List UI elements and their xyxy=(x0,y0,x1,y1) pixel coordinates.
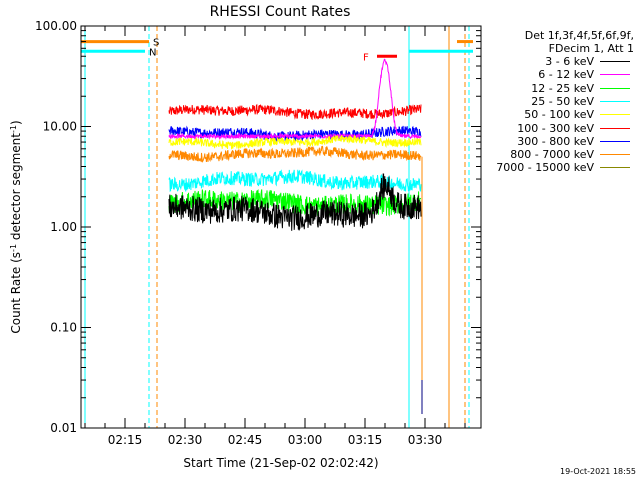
legend-entry-label: 7000 - 15000 keV xyxy=(496,161,594,175)
plot-marks: SN F xyxy=(81,26,473,428)
y-tick-label-1: 10.00 xyxy=(43,120,77,134)
legend-entry: 7000 - 15000 keV xyxy=(484,161,634,174)
legend-entry: 6 - 12 keV xyxy=(484,68,634,81)
timestamp: 19-Oct-2021 18:55 xyxy=(560,467,636,476)
y-tick-label-4: 0.01 xyxy=(50,421,77,435)
y-axis-label-sup2: -1 xyxy=(9,125,18,133)
legend-entry-label: 25 - 50 keV xyxy=(531,94,594,108)
legend-swatch xyxy=(600,167,630,169)
legend-swatch xyxy=(600,74,630,76)
legend-entry-label: 50 - 100 keV xyxy=(524,108,594,122)
y-axis-label-end: ) xyxy=(9,120,23,125)
legend-swatch xyxy=(600,61,630,62)
legend-entry: 300 - 800 keV xyxy=(484,135,634,148)
y-tick-label-2: 1.00 xyxy=(50,220,77,234)
plot-frame xyxy=(80,25,482,429)
legend-swatch xyxy=(600,100,630,102)
night-bar-label: N xyxy=(149,47,156,58)
x-tick-label-5: 03:30 xyxy=(408,433,443,447)
legend-entry: 50 - 100 keV xyxy=(484,108,634,121)
y-axis-label-mid: detector segment xyxy=(9,133,23,244)
y-tick-label-3: 0.10 xyxy=(50,321,77,335)
y-axis-label: Count Rate (s-1 detector segment-1) xyxy=(9,120,24,333)
legend-header-0: Det 1f,3f,4f,5f,6f,9f, xyxy=(524,29,634,42)
x-axis-label: Start Time (21-Sep-02 02:02:42) xyxy=(183,456,378,470)
series-trace-4 xyxy=(168,145,422,163)
y-axis-label-sup1: -1 xyxy=(9,244,18,252)
x-tick-label-3: 03:00 xyxy=(288,433,323,447)
saa-bar-label: S xyxy=(153,38,159,49)
legend-entry: 12 - 25 keV xyxy=(484,82,634,95)
legend-swatch xyxy=(600,127,630,129)
legend-entry: 25 - 50 keV xyxy=(484,95,634,108)
legend-swatch xyxy=(600,114,630,116)
x-tick-label-2: 02:45 xyxy=(228,433,263,447)
series-trace-7 xyxy=(168,173,422,231)
legend-entry-label: 100 - 300 keV xyxy=(517,121,594,135)
plot-axes: 100.00 10.00 1.00 0.10 0.01 02:15 02:30 02:45 03… xyxy=(35,19,482,447)
series-trace-2 xyxy=(168,58,422,141)
legend-swatch xyxy=(600,87,630,89)
chart-title: RHESSI Count Rates xyxy=(210,4,351,20)
legend-entry-label: 800 - 7000 keV xyxy=(510,148,594,162)
y-tick-label-0: 100.00 xyxy=(35,19,77,33)
legend-entry: 100 - 300 keV xyxy=(484,122,634,135)
legend-swatch xyxy=(600,154,630,156)
series-trace-1 xyxy=(168,125,422,143)
legend-entry-label: 12 - 25 keV xyxy=(531,81,594,95)
legend-entry: 800 - 7000 keV xyxy=(484,148,634,161)
x-tick-label-1: 02:30 xyxy=(168,433,203,447)
legend-entry: 3 - 6 keV xyxy=(484,55,634,68)
flare-bar-label: F xyxy=(363,52,369,63)
series-trace-0 xyxy=(168,103,422,121)
y-axis-label-main: Count Rate (s xyxy=(9,252,23,334)
legend-header-1: FDecim 1, Att 1 xyxy=(548,42,634,55)
series-trace-3 xyxy=(168,134,422,150)
legend-entry-label: 6 - 12 keV xyxy=(538,68,594,82)
x-tick-label-4: 03:15 xyxy=(348,433,383,447)
series-trace-5 xyxy=(168,169,422,193)
x-tick-label-0: 02:15 xyxy=(108,433,143,447)
legend-entry-label: 3 - 6 keV xyxy=(545,55,594,68)
legend-swatch xyxy=(600,140,630,142)
legend-entry-label: 300 - 800 keV xyxy=(517,134,594,148)
